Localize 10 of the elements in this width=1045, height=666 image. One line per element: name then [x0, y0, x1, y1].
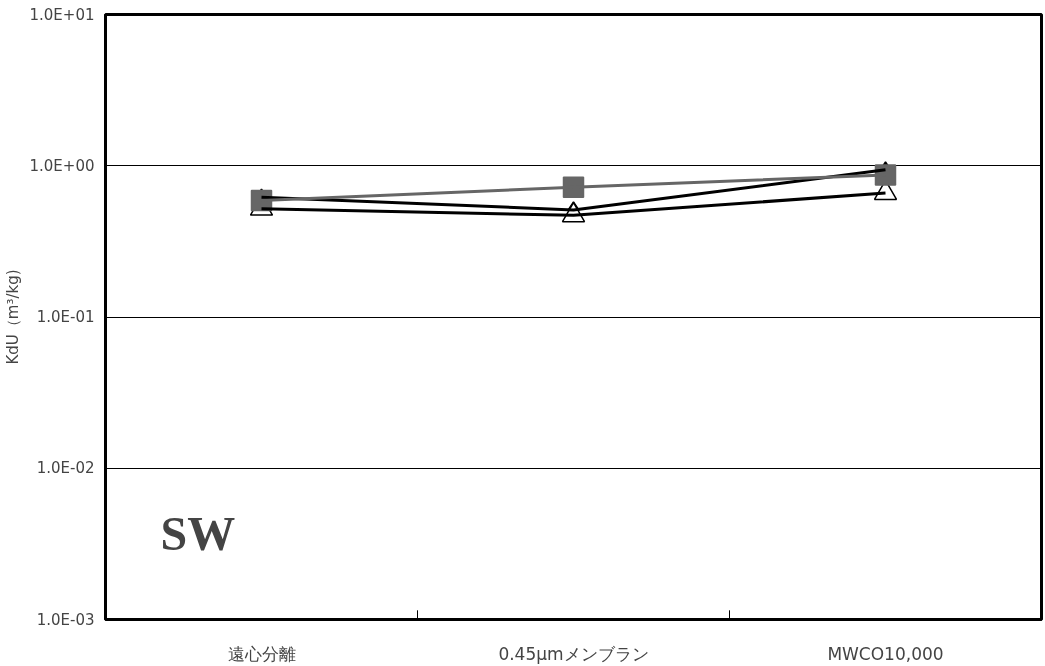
y-axis-title: KdU（m³/kg) [3, 269, 22, 365]
y-tick-label: 1.0E+01 [29, 5, 95, 24]
x-tick-label: 0.45μmメンブラン [498, 643, 649, 664]
y-tick-label: 1.0E-03 [36, 610, 95, 629]
x-tick-label: MWCO10,000 [827, 643, 944, 664]
x-tick-label: 遠心分離 [227, 643, 296, 664]
y-tick-label: 1.0E-02 [36, 459, 95, 478]
y-tick-label: 1.0E+00 [29, 156, 95, 175]
y-tick-label: 1.0E-01 [36, 308, 95, 326]
annotation: SW [160, 506, 236, 560]
